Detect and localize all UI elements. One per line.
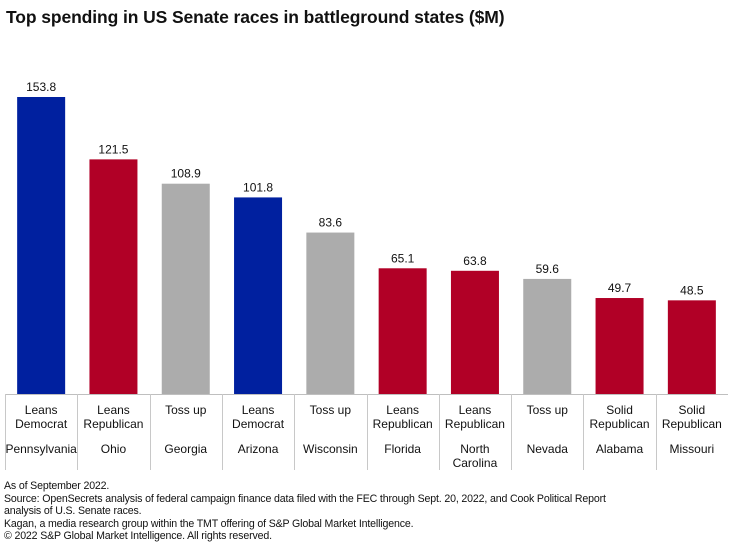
rating-label: Solid [679, 403, 706, 417]
footnote-source-cont: analysis of U.S. Senate races. [4, 505, 142, 517]
rating-label: Democrat [15, 417, 68, 431]
bar [17, 97, 66, 394]
category-label: Arizona [238, 442, 279, 456]
bar [450, 270, 499, 394]
value-label: 59.6 [536, 262, 560, 276]
rating-label: Republican [662, 417, 722, 431]
value-label: 83.6 [319, 216, 343, 230]
category-label: Pennsylvania [5, 442, 77, 456]
bar [523, 278, 572, 394]
bar [161, 183, 210, 394]
category-label: Nevada [527, 442, 569, 456]
rating-label: Leans [459, 403, 492, 417]
bars-group [17, 97, 716, 394]
footnote-copyright: © 2022 S&P Global Market Intelligence. A… [4, 530, 272, 542]
value-labels-group: 153.8 121.5 108.9 101.8 83.6 65.1 63.8 59.6 49.7… [26, 80, 704, 297]
value-label: 121.5 [98, 142, 128, 156]
rating-label: Republican [83, 417, 143, 431]
value-label: 153.8 [26, 80, 56, 94]
rating-label: Leans [25, 403, 58, 417]
value-label: 65.1 [391, 251, 415, 265]
value-label: 63.8 [463, 254, 487, 268]
category-label: North [460, 442, 489, 456]
footnote-source: Source: OpenSecrets analysis of federal … [4, 492, 606, 505]
value-label: 48.5 [680, 283, 704, 297]
rating-label: Solid [606, 403, 633, 417]
bar [89, 159, 138, 394]
rating-label: Toss up [310, 403, 352, 417]
value-label: 108.9 [171, 167, 201, 181]
category-label: Alabama [596, 442, 644, 456]
rating-label: Toss up [527, 403, 569, 417]
rating-label: Leans [386, 403, 419, 417]
category-label: Ohio [101, 442, 127, 456]
footnotes: As of September 2022. Source: OpenSecret… [4, 480, 606, 543]
category-label: Florida [384, 442, 421, 456]
bar [378, 268, 427, 394]
rating-label: Leans [242, 403, 275, 417]
bar-chart: 153.8 121.5 108.9 101.8 83.6 65.1 63.8 59.6 49.7… [5, 80, 728, 470]
value-label: 101.8 [243, 180, 273, 194]
value-label: 49.7 [608, 281, 632, 295]
bar [667, 300, 716, 394]
bar [234, 197, 283, 394]
category-label: Georgia [164, 442, 207, 456]
rating-label: Republican [445, 417, 505, 431]
rating-label: Toss up [165, 403, 207, 417]
bar [306, 232, 355, 394]
category-labels-group: Pennsylvania Ohio Georgia Arizona Wisconsin F… [5, 442, 714, 470]
category-dividers [5, 394, 657, 470]
category-label: Wisconsin [303, 442, 358, 456]
chart-title: Top spending in US Senate races in battl… [6, 7, 505, 27]
footnote-date: As of September 2022. [4, 480, 110, 492]
rating-label: Leans [97, 403, 130, 417]
rating-label: Republican [373, 417, 433, 431]
footnote-kagan: Kagan, a media research group within the… [4, 517, 414, 530]
rating-label: Republican [590, 417, 650, 431]
category-label: Missouri [670, 442, 715, 456]
category-label: Carolina [453, 456, 498, 470]
rating-label: Democrat [232, 417, 285, 431]
bar [595, 298, 644, 394]
